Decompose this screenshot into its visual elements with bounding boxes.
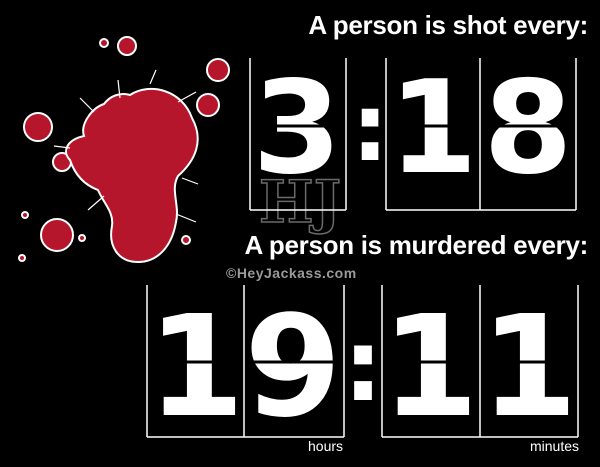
- murder-headline: A person is murdered every:: [244, 230, 588, 260]
- blood-splatter-icon: [18, 36, 230, 264]
- shot-frame: [249, 58, 577, 211]
- shot-headline: A person is shot every:: [308, 10, 588, 40]
- murder-hour-digit-2: 9: [244, 286, 341, 449]
- shot-separator: :: [351, 74, 389, 183]
- watermark-logo-text: HJ: [259, 168, 341, 236]
- shot-timer: 3 : 1 8: [252, 54, 572, 203]
- murder-timer: 1 9 : 1 1: [147, 286, 577, 449]
- murder-hour-digit-1: 1: [147, 286, 244, 449]
- murder-separator: :: [343, 307, 383, 424]
- hours-label: hours: [308, 438, 344, 454]
- shot-second-digit-2: 8: [483, 54, 572, 203]
- shot-second-digit-1: 1: [388, 54, 477, 203]
- shot-minute-digit: 3: [252, 54, 341, 203]
- minutes-label: minutes: [530, 438, 580, 454]
- murder-minute-digit-1: 1: [381, 286, 478, 449]
- murder-minute-digit-2: 1: [480, 286, 577, 449]
- watermark-text: ©HeyJackass.com: [226, 265, 357, 281]
- murder-frame: [146, 285, 579, 438]
